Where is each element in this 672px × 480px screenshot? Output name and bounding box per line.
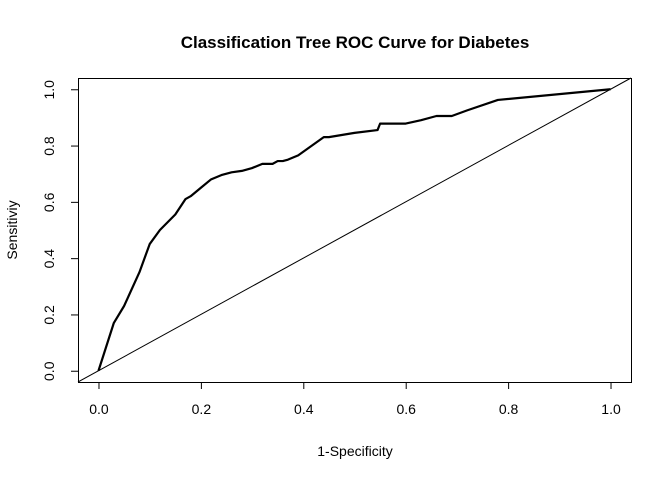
x-tick-label: 1.0	[601, 401, 621, 417]
y-tick-label: 1.0	[41, 80, 57, 100]
x-axis: 0.0 0.2 0.4 0.6 0.8 1.0	[89, 382, 621, 417]
y-tick-label: 0.6	[41, 192, 57, 212]
roc-curve-line	[97, 88, 611, 372]
x-tick-label: 0.8	[499, 401, 519, 417]
y-tick-label: 0.2	[41, 305, 57, 325]
y-axis-label: Sensitiviy	[4, 200, 20, 259]
y-tick-label: 0.4	[41, 249, 57, 269]
plot-frame	[78, 78, 632, 383]
chart-title: Classification Tree ROC Curve for Diabet…	[181, 33, 530, 52]
x-tick-label: 0.2	[192, 401, 212, 417]
y-tick-label: 0.8	[41, 136, 57, 156]
x-axis-label: 1-Specificity	[317, 443, 392, 459]
diagonal-reference-line	[77, 77, 632, 383]
plot-area	[77, 77, 632, 383]
y-tick-label: 0.0	[41, 361, 57, 381]
x-tick-label: 0.4	[294, 401, 314, 417]
x-tick-label: 0.6	[396, 401, 416, 417]
y-axis: 0.0 0.2 0.4 0.6 0.8 1.0	[41, 80, 79, 381]
x-tick-label: 0.0	[89, 401, 109, 417]
